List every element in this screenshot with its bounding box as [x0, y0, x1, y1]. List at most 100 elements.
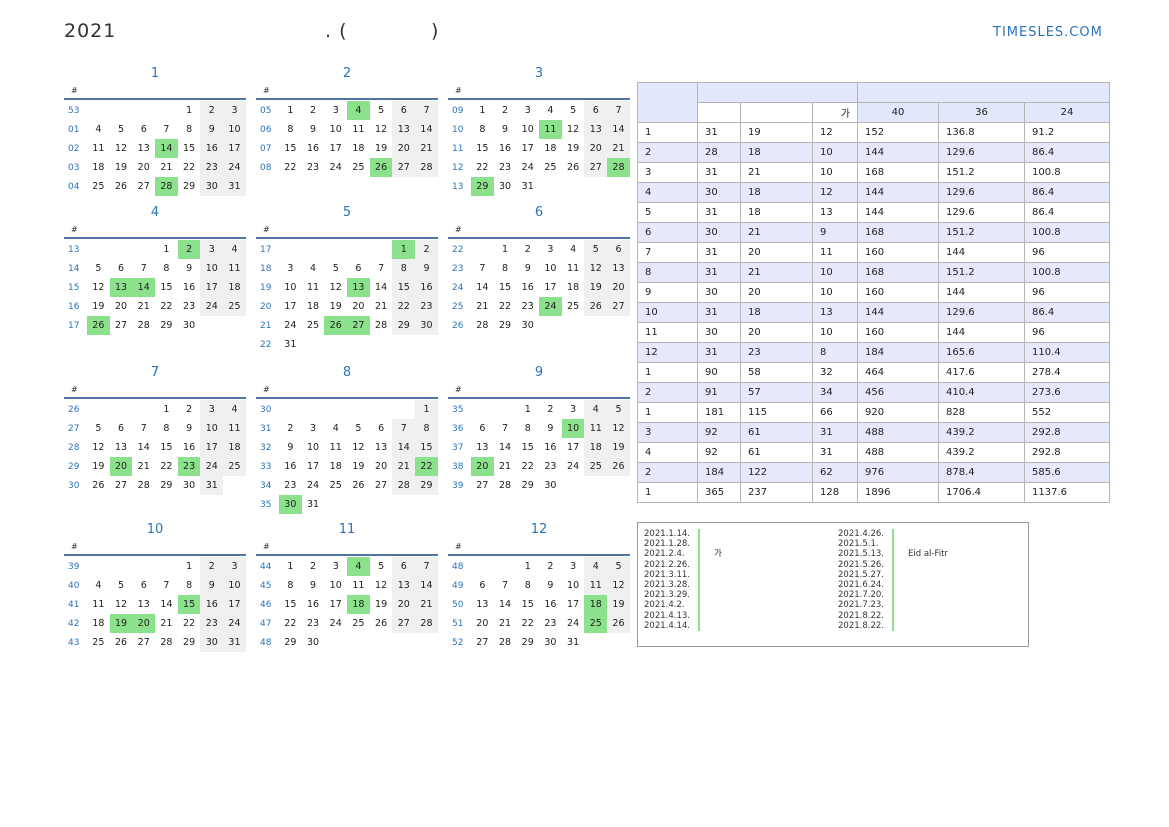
day-cell: 12: [584, 259, 608, 278]
table-row: 8 31 21 10 168 151.2 100.8: [637, 262, 1110, 283]
day-cell: 6: [479, 423, 486, 434]
table-row: 4 30 18 12 144 129.6 86.4: [637, 182, 1110, 203]
day-cell: 29: [183, 181, 196, 192]
month-title: 10: [146, 522, 164, 537]
day-cell: 22: [183, 618, 196, 629]
day-cell: 17: [567, 599, 580, 610]
day-cell: 23: [544, 618, 557, 629]
day-cell: 17: [567, 442, 580, 453]
day-cell: 1: [163, 404, 170, 415]
holiday-name: [700, 590, 714, 600]
table-row: 4 92 61 31 488 439.2 292.8: [637, 442, 1110, 463]
day-cell: 5: [118, 124, 125, 135]
day-cell: 18: [329, 461, 342, 472]
site-link[interactable]: TIMESLES.COM: [993, 25, 1103, 40]
table-row: 1 90 58 32 464 417.6 278.4: [637, 362, 1110, 383]
table-column-header: 24: [1024, 102, 1110, 123]
week-number: 48: [452, 561, 464, 572]
holiday-entry: 2021.8.22.: [838, 610, 948, 621]
day-cell: 11: [329, 442, 342, 453]
day-cell: 2: [186, 404, 193, 415]
empty-cell: [392, 335, 415, 354]
day-cell: 12: [375, 580, 388, 591]
empty-cell: [87, 101, 110, 120]
day-cell: 12: [567, 124, 580, 135]
month-7: 7 #26 1 2 3 4 27 5 6 7 8 9 10 11 28 12 13 14 15 16 17 18 29 19 2…: [64, 365, 246, 495]
day-cell: 7: [140, 423, 147, 434]
day-cell: 5: [378, 105, 385, 116]
day-cell: 24: [329, 618, 342, 629]
day-cell: 13: [476, 599, 489, 610]
week-number: 26: [68, 404, 80, 415]
day-cell: 16: [306, 599, 320, 610]
table-cell: 12: [637, 342, 698, 363]
table-cell: 91: [697, 382, 741, 403]
empty-cell: [132, 400, 155, 419]
day-cell: 23: [183, 301, 196, 312]
day-cell: 8: [392, 259, 416, 278]
day-cell: 12: [92, 442, 105, 453]
day-cell: 22: [476, 162, 489, 173]
day-cell: 1: [287, 561, 294, 572]
holiday-date: 2021.3.28.: [644, 579, 700, 591]
week-header: #: [455, 542, 462, 551]
empty-cell: [370, 633, 393, 652]
day-cell: 27: [392, 158, 416, 177]
table-cell: 8: [637, 262, 698, 283]
table-cell: 28: [697, 142, 741, 163]
empty-cell: [279, 400, 302, 419]
holiday-date: 2021.2.26.: [644, 559, 700, 570]
week-number: 51: [452, 618, 464, 629]
holiday-entry: 2021.8.22.: [838, 620, 948, 631]
day-cell: 30: [544, 637, 557, 648]
page-title-end: ): [431, 20, 439, 42]
holiday-date: 2021.7.20.: [838, 590, 894, 601]
week-number: 18: [260, 263, 272, 274]
table-cell: 31: [697, 342, 741, 363]
day-cell: 24: [521, 162, 534, 173]
week-header: #: [71, 542, 78, 551]
empty-cell: [392, 400, 415, 419]
day-cell: 8: [502, 263, 509, 274]
holiday-day-cell: 20: [109, 457, 133, 476]
table-group-header: [857, 82, 1110, 103]
week-number: 40: [68, 580, 80, 591]
day-cell: 9: [547, 423, 554, 434]
empty-cell: [370, 495, 393, 514]
month-title: 8: [342, 365, 352, 380]
holiday-day-cell: 30: [279, 495, 302, 514]
table-cell: 151.2: [938, 222, 1025, 243]
table-cell: 1: [637, 362, 698, 383]
day-cell: 19: [329, 301, 342, 312]
day-cell: 17: [223, 139, 246, 158]
week-number: 17: [260, 244, 272, 255]
day-cell: 25: [223, 457, 246, 476]
day-cell: 7: [479, 263, 486, 274]
table-cell: 11: [812, 242, 858, 263]
day-cell: 23: [200, 158, 224, 177]
day-cell: 19: [352, 461, 365, 472]
day-cell: 6: [392, 101, 416, 120]
holiday-name: Eid al-Fitr: [908, 549, 948, 560]
holiday-entry: 2021.5.13. Eid al-Fitr: [838, 549, 948, 560]
day-cell: 5: [332, 263, 339, 274]
day-cell: 4: [310, 263, 317, 274]
day-cell: 6: [378, 423, 385, 434]
holiday-day-cell: 20: [471, 457, 494, 476]
empty-cell: [302, 240, 325, 259]
day-cell: 13: [584, 120, 608, 139]
day-cell: 31: [223, 177, 246, 196]
day-cell: 3: [332, 561, 339, 572]
holiday-name: 가: [714, 549, 722, 560]
holiday-entry: 2021.1.14.: [644, 529, 722, 540]
day-cell: 6: [118, 263, 125, 274]
day-cell: 1: [524, 561, 531, 572]
day-cell: 6: [140, 124, 147, 135]
table-cell: 31: [697, 262, 741, 283]
empty-cell: [370, 335, 393, 354]
day-cell: 21: [415, 595, 438, 614]
day-cell: 8: [186, 124, 193, 135]
holiday-entry: 2021.4.14.: [644, 620, 722, 631]
table-cell: 439.2: [938, 442, 1025, 463]
table-cell: 10: [812, 262, 858, 283]
